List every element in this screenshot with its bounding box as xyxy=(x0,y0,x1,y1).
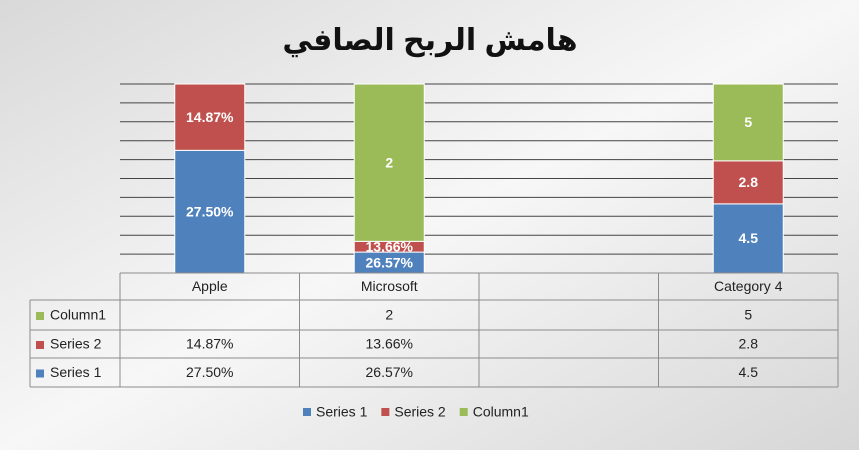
x-tick-label: Apple xyxy=(192,278,228,294)
table-row-label: Column1 xyxy=(50,307,106,323)
table-cell: 14.87% xyxy=(186,336,233,352)
legend-label: Series 1 xyxy=(316,404,368,420)
legend-key xyxy=(381,408,390,416)
bar-segment xyxy=(353,83,425,242)
data-label: 2.8 xyxy=(739,174,759,190)
data-label: 2 xyxy=(385,154,393,170)
legend-key xyxy=(459,408,468,416)
bar-segment xyxy=(712,203,784,274)
table-row-label: Series 1 xyxy=(50,364,102,380)
data-label: 26.57% xyxy=(366,254,414,270)
table-cell: 4.5 xyxy=(739,364,759,380)
data-label: 4.5 xyxy=(739,230,759,246)
data-label: 14.87% xyxy=(186,109,234,125)
table-cell: 13.66% xyxy=(366,336,413,352)
table-legend-key xyxy=(36,369,44,378)
data-label: 27.50% xyxy=(186,203,234,219)
table-row-label: Series 2 xyxy=(50,336,102,352)
legend-key xyxy=(303,408,311,416)
data-label: 13.66% xyxy=(366,238,414,254)
table-cell: 26.57% xyxy=(366,364,413,380)
table-cell: 2 xyxy=(385,307,393,323)
table-legend-key xyxy=(36,312,44,320)
x-tick-label: Category 4 xyxy=(714,278,783,294)
bar-segment xyxy=(712,83,784,162)
chart-title: هامش الربح الصافي xyxy=(282,24,577,58)
table-cell: 5 xyxy=(744,307,752,323)
bar-segment xyxy=(174,149,246,274)
table-cell: 2.8 xyxy=(739,336,759,352)
data-label: 5 xyxy=(744,114,752,130)
table-legend-key xyxy=(36,341,44,349)
table-cell: 27.50% xyxy=(186,364,233,380)
x-tick-label: Microsoft xyxy=(361,278,418,294)
bar-segment xyxy=(174,83,246,151)
bar-segment xyxy=(712,160,784,205)
legend-label: Series 2 xyxy=(394,404,446,420)
legend-label: Column1 xyxy=(473,404,529,420)
